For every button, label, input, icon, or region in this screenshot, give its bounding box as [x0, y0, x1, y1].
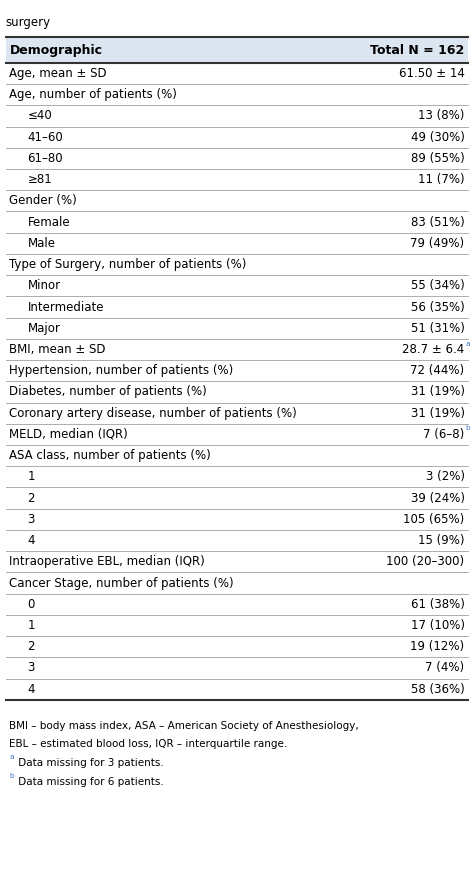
Text: BMI – body mass index, ASA – American Society of Anesthesiology,: BMI – body mass index, ASA – American So… — [9, 721, 359, 731]
Text: 4: 4 — [27, 534, 35, 547]
Text: MELD, median (IQR): MELD, median (IQR) — [9, 428, 128, 441]
Text: 105 (65%): 105 (65%) — [403, 513, 465, 525]
Text: Female: Female — [27, 216, 70, 228]
Text: EBL – estimated blood loss, IQR – interquartile range.: EBL – estimated blood loss, IQR – interq… — [9, 739, 288, 749]
Text: 1: 1 — [27, 470, 35, 483]
Text: 15 (9%): 15 (9%) — [418, 534, 465, 547]
Text: 0: 0 — [27, 598, 35, 611]
Text: 56 (35%): 56 (35%) — [411, 301, 465, 313]
Text: Diabetes, number of patients (%): Diabetes, number of patients (%) — [9, 385, 207, 399]
Text: Intermediate: Intermediate — [27, 301, 104, 313]
Text: 1: 1 — [27, 619, 35, 632]
Text: 7 (6–8): 7 (6–8) — [423, 428, 465, 441]
Text: 61.50 ± 14: 61.50 ± 14 — [399, 67, 465, 80]
Text: a: a — [465, 341, 470, 346]
Text: Total N = 162: Total N = 162 — [370, 44, 465, 57]
Text: Male: Male — [27, 237, 55, 250]
Text: ASA class, number of patients (%): ASA class, number of patients (%) — [9, 450, 211, 462]
Text: 61–80: 61–80 — [27, 152, 63, 165]
Text: Hypertension, number of patients (%): Hypertension, number of patients (%) — [9, 364, 234, 377]
Text: 3: 3 — [27, 662, 35, 674]
Text: b: b — [465, 425, 470, 432]
Text: 79 (49%): 79 (49%) — [410, 237, 465, 250]
Text: 31 (19%): 31 (19%) — [410, 407, 465, 419]
Text: Age, mean ± SD: Age, mean ± SD — [9, 67, 107, 80]
Text: 17 (10%): 17 (10%) — [410, 619, 465, 632]
Text: Coronary artery disease, number of patients (%): Coronary artery disease, number of patie… — [9, 407, 297, 419]
Text: 83 (51%): 83 (51%) — [411, 216, 465, 228]
Text: 51 (31%): 51 (31%) — [410, 322, 465, 334]
Text: Major: Major — [27, 322, 60, 334]
Bar — [6, 37, 468, 62]
Text: ≥81: ≥81 — [27, 173, 52, 186]
Text: 58 (36%): 58 (36%) — [411, 682, 465, 696]
Text: 100 (20–300): 100 (20–300) — [386, 556, 465, 568]
Text: 19 (12%): 19 (12%) — [410, 640, 465, 653]
Text: Type of Surgery, number of patients (%): Type of Surgery, number of patients (%) — [9, 258, 247, 271]
Text: 41–60: 41–60 — [27, 131, 63, 144]
Text: Cancer Stage, number of patients (%): Cancer Stage, number of patients (%) — [9, 576, 234, 590]
Text: 11 (7%): 11 (7%) — [418, 173, 465, 186]
Text: a: a — [9, 755, 14, 761]
Text: surgery: surgery — [6, 16, 51, 29]
Text: 3: 3 — [27, 513, 35, 525]
Text: Minor: Minor — [27, 279, 61, 293]
Text: 55 (34%): 55 (34%) — [411, 279, 465, 293]
Text: 2: 2 — [27, 491, 35, 505]
Text: 2: 2 — [27, 640, 35, 653]
Text: Data missing for 3 patients.: Data missing for 3 patients. — [15, 758, 164, 768]
Text: BMI, mean ± SD: BMI, mean ± SD — [9, 343, 106, 356]
Text: 61 (38%): 61 (38%) — [410, 598, 465, 611]
Text: ≤40: ≤40 — [27, 110, 52, 122]
Text: 49 (30%): 49 (30%) — [410, 131, 465, 144]
Text: 72 (44%): 72 (44%) — [410, 364, 465, 377]
Text: 31 (19%): 31 (19%) — [410, 385, 465, 399]
Text: 7 (4%): 7 (4%) — [425, 662, 465, 674]
Text: 13 (8%): 13 (8%) — [418, 110, 465, 122]
Text: 28.7 ± 6.4: 28.7 ± 6.4 — [402, 343, 465, 356]
Text: Gender (%): Gender (%) — [9, 194, 77, 207]
Text: 39 (24%): 39 (24%) — [410, 491, 465, 505]
Text: Age, number of patients (%): Age, number of patients (%) — [9, 88, 177, 101]
Text: Intraoperative EBL, median (IQR): Intraoperative EBL, median (IQR) — [9, 556, 205, 568]
Text: 89 (55%): 89 (55%) — [411, 152, 465, 165]
Text: Demographic: Demographic — [9, 44, 102, 57]
Text: b: b — [9, 773, 14, 780]
Text: Data missing for 6 patients.: Data missing for 6 patients. — [15, 777, 164, 787]
Text: 4: 4 — [27, 682, 35, 696]
Text: 3 (2%): 3 (2%) — [426, 470, 465, 483]
